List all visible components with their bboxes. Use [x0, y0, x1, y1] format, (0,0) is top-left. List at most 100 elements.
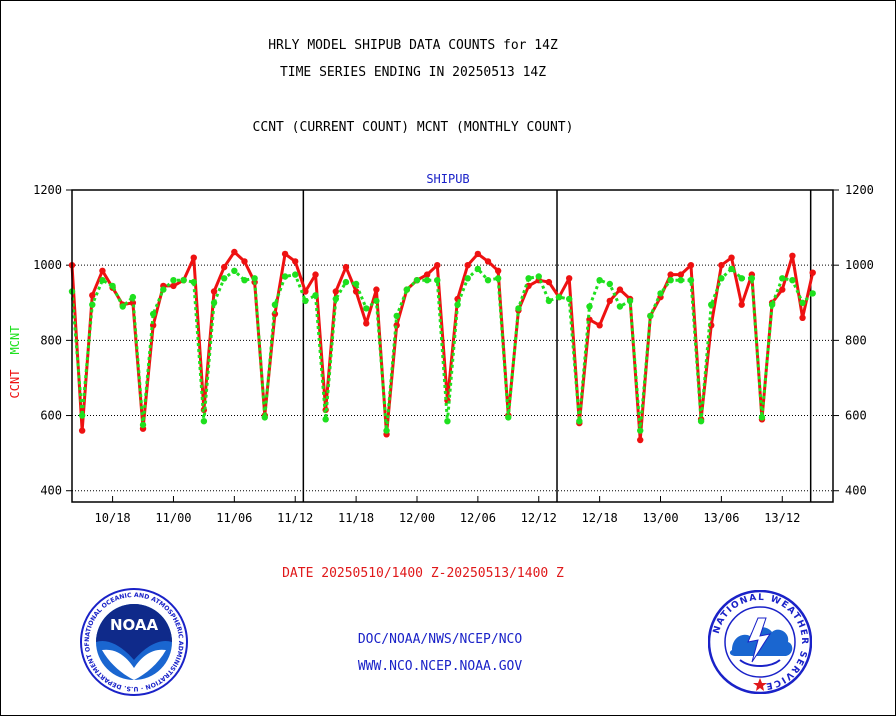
data-point-mcnt-20	[271, 301, 279, 308]
data-point-mcnt-49	[565, 295, 573, 303]
data-point-mcnt-37	[444, 418, 451, 425]
x-tick-label-10/18: 10/18	[95, 511, 131, 525]
data-point-mcnt-64	[718, 275, 725, 282]
data-point-ccnt-29	[363, 320, 370, 327]
data-point-mcnt-23	[302, 297, 309, 305]
data-point-mcnt-16	[231, 267, 238, 274]
x-tick-label-12/18: 12/18	[582, 511, 618, 525]
data-point-mcnt-67	[748, 275, 756, 282]
data-point-mcnt-33	[403, 286, 411, 293]
data-point-ccnt-16	[231, 248, 238, 256]
data-point-ccnt-2	[89, 292, 96, 299]
day-boundary-layer	[302, 190, 812, 502]
data-point-mcnt-7	[139, 421, 147, 429]
data-point-mcnt-6	[129, 293, 137, 301]
x-tick-label-12/12: 12/12	[521, 511, 557, 525]
data-point-mcnt-44	[515, 305, 522, 312]
data-point-mcnt-11	[180, 277, 187, 284]
nws-logo-icon: NATIONAL WEATHER SERVICE	[708, 590, 812, 694]
x-tick-label-11/18: 11/18	[338, 511, 374, 525]
data-point-mcnt-42	[494, 275, 502, 282]
data-point-ccnt-47	[545, 278, 553, 286]
noaa-logo-icon: NOAA NATIONAL OCEANIC AND ATMOSPHERIC AD…	[80, 588, 188, 696]
data-point-ccnt-23	[302, 288, 309, 295]
data-point-mcnt-35	[423, 277, 431, 284]
data-point-mcnt-47	[545, 297, 553, 305]
series-mcnt	[68, 265, 816, 434]
data-point-ccnt-24	[312, 271, 319, 278]
data-point-mcnt-4	[109, 282, 116, 290]
data-point-mcnt-34	[413, 277, 421, 284]
data-point-mcnt-58	[657, 290, 664, 297]
data-point-mcnt-56	[637, 427, 644, 434]
data-point-mcnt-2	[89, 301, 96, 308]
data-point-mcnt-17	[241, 277, 248, 284]
y-axis-label-ccnt: CCNT	[8, 370, 22, 399]
x-tick-label-11/12: 11/12	[277, 511, 313, 525]
panel-label: SHIPUB	[426, 172, 470, 186]
data-point-mcnt-31	[383, 427, 390, 434]
data-point-mcnt-12	[190, 278, 197, 286]
data-point-mcnt-14	[210, 299, 218, 306]
data-point-mcnt-51	[586, 303, 593, 310]
data-point-ccnt-60	[677, 271, 684, 278]
y-tick-label-right-800: 800	[845, 333, 867, 347]
data-point-ccnt-35	[423, 271, 431, 278]
data-point-ccnt-56	[637, 436, 644, 444]
data-point-mcnt-55	[626, 297, 634, 305]
data-point-mcnt-70	[779, 275, 786, 282]
data-point-ccnt-52	[596, 322, 603, 329]
data-point-ccnt-14	[210, 288, 218, 295]
chart-title-line1: HRLY MODEL SHIPUB DATA COUNTS for 14Z	[268, 38, 558, 53]
data-point-mcnt-43	[505, 414, 512, 421]
data-point-mcnt-62	[697, 418, 705, 425]
data-point-mcnt-26	[332, 295, 340, 303]
data-point-mcnt-1	[78, 412, 86, 419]
data-point-mcnt-72	[799, 299, 806, 306]
data-point-mcnt-40	[474, 265, 482, 273]
data-point-mcnt-54	[616, 303, 624, 310]
chart-title-line3: CCNT (CURRENT COUNT) MCNT (MONTHLY COUNT…	[252, 120, 574, 135]
data-point-ccnt-26	[332, 288, 340, 295]
data-point-mcnt-36	[434, 277, 441, 284]
data-point-mcnt-39	[464, 275, 471, 282]
data-point-mcnt-38	[454, 301, 461, 308]
y-tick-label-left-800: 800	[40, 333, 62, 347]
y-tick-label-right-1000: 1000	[845, 258, 874, 272]
data-point-ccnt-54	[616, 286, 624, 293]
y-tick-label-left-1000: 1000	[33, 258, 62, 272]
data-point-mcnt-59	[667, 277, 674, 284]
data-point-ccnt-66	[738, 301, 745, 308]
noaa-logo-text: NOAA	[110, 616, 159, 634]
data-point-ccnt-15	[221, 263, 228, 271]
data-point-ccnt-70	[779, 286, 786, 293]
organization-label: DOC/NOAA/NWS/NCEP/NCO	[357, 632, 523, 647]
website-url: WWW.NCO.NCEP.NOAA.GOV	[357, 659, 523, 674]
data-point-ccnt-28	[352, 288, 360, 295]
data-point-mcnt-32	[393, 312, 400, 320]
data-point-ccnt-30	[373, 286, 380, 293]
y-tick-label-right-600: 600	[845, 409, 867, 423]
axis-tick-layer: 400 400 600 600 800 800 1000 1000 1200 1200 10/18 1…	[33, 183, 874, 525]
data-point-mcnt-5	[119, 303, 126, 310]
data-point-ccnt-65	[728, 254, 735, 261]
data-point-mcnt-22	[292, 271, 299, 278]
data-point-mcnt-30	[373, 297, 380, 305]
data-point-mcnt-9	[160, 286, 167, 293]
data-point-mcnt-68	[758, 414, 766, 421]
y-tick-label-right-400: 400	[845, 484, 867, 498]
y-tick-label-left-1200: 1200	[33, 183, 62, 197]
data-point-mcnt-48	[555, 293, 563, 301]
data-point-mcnt-52	[596, 277, 603, 284]
data-point-mcnt-18	[251, 275, 258, 282]
data-point-mcnt-27	[342, 278, 350, 286]
y-axis-label-mcnt: MCNT	[8, 326, 22, 355]
data-point-ccnt-12	[190, 254, 197, 261]
data-point-mcnt-10	[170, 277, 177, 284]
data-point-ccnt-61	[687, 262, 695, 269]
data-point-ccnt-49	[565, 275, 573, 282]
data-point-ccnt-73	[809, 269, 816, 276]
data-point-ccnt-10	[170, 282, 177, 290]
data-point-mcnt-19	[261, 414, 268, 421]
x-tick-label-11/06: 11/06	[216, 511, 252, 525]
